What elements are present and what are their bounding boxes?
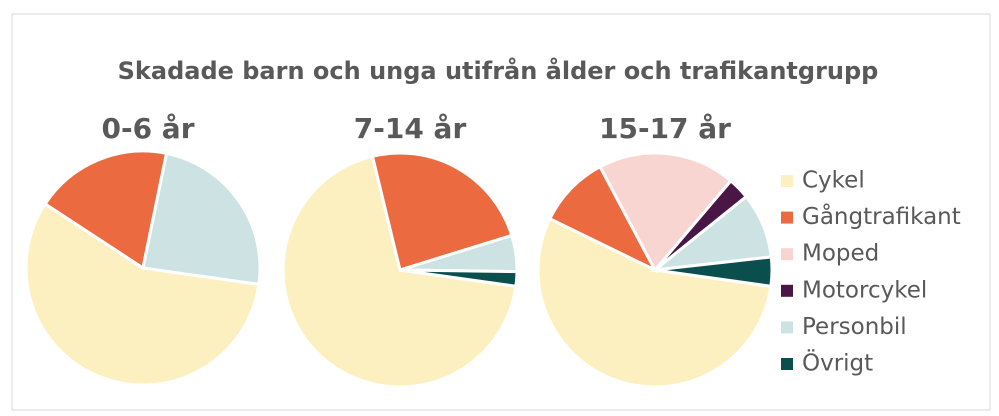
legend-swatch [781,321,793,334]
pie-slice [43,149,169,271]
legend-label: Gångtrafikant [802,202,961,230]
legend-swatch [781,358,793,370]
legend-label: Motorcykel [802,277,927,303]
pie-slice [598,151,733,273]
legend-label: Personbil [802,314,907,340]
legend-swatch [781,248,793,261]
legend-swatch [781,284,793,297]
pie-slice [399,268,519,288]
legend-label: Cykel [802,168,865,194]
pie-slice [654,255,774,288]
pie-slice [24,201,261,387]
pie-slice [370,151,514,272]
pie-title: 7-14 år [354,112,467,145]
pie-title: 15-17 år [599,112,731,145]
pie-slice [536,216,773,389]
chart-title: Skadade barn och unga utifrån ålder och … [118,56,879,85]
pie-slice [141,151,262,286]
legend-swatch [781,175,793,187]
legend-label: Övrigt [802,349,873,377]
legend-swatch [781,211,793,224]
legend-label: Moped [802,241,879,267]
pie-title: 0-6 år [101,112,194,145]
